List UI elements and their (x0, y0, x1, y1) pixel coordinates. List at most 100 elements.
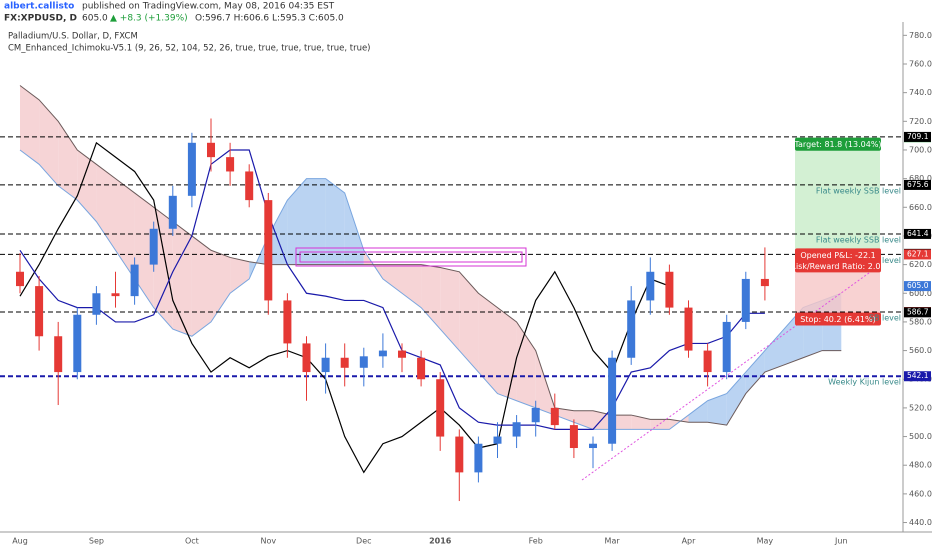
position-label-bg (795, 248, 881, 273)
x-tick-label: Apr (682, 537, 697, 546)
cloud-segment (707, 393, 727, 426)
published: published on TradingView.com, May 08, 20… (82, 2, 335, 12)
candle-body (35, 286, 44, 337)
candle-body (722, 321, 731, 373)
price-label: 675.6 (907, 180, 929, 189)
candle-body (187, 142, 196, 196)
candle-body (398, 350, 406, 358)
x-tick-label: Sep (89, 537, 104, 546)
candle-body (493, 436, 502, 444)
candle-body (321, 357, 330, 373)
candle-body (92, 293, 101, 315)
price-label-bg (904, 307, 931, 318)
cloud-segment (726, 372, 746, 426)
last-price: 605.0 (82, 14, 108, 24)
cloud-segment (39, 99, 59, 186)
cloud-segment (650, 419, 670, 430)
cloud-segment (153, 207, 173, 330)
candle-body (149, 228, 158, 265)
candle-body (627, 300, 636, 358)
y-tick-label: 520.0 (909, 403, 932, 412)
x-tick-label: Aug (12, 537, 28, 546)
cloud-segment (325, 178, 345, 265)
candle-body (608, 357, 617, 444)
cloud-segment (230, 257, 250, 294)
price-label-bg (904, 179, 931, 190)
chikou-line (19, 141, 670, 474)
y-tick-label: 480.0 (909, 461, 932, 470)
chart-title: Palladium/U.S. Dollar, D, FXCM (8, 32, 138, 42)
y-tick-label: 760.0 (909, 59, 932, 68)
candle-body (245, 171, 254, 201)
span-a (19, 149, 842, 430)
indicator: CM_Enhanced_Ichimoku-V5.1 (9, 26, 52, 10… (8, 44, 371, 54)
position-label: Stop: 40.2 (6.41%) (800, 315, 875, 324)
cloud-segment (440, 267, 460, 351)
cloud-segment (77, 149, 97, 222)
candle-body (207, 142, 215, 158)
candle-body (417, 357, 426, 380)
symbol: FX:XPDUSD, D (4, 14, 77, 24)
candle-body (54, 336, 63, 373)
candle-body (130, 264, 139, 297)
cloud-segment (535, 350, 555, 416)
candle-body (512, 422, 521, 437)
cloud-segment (191, 235, 211, 337)
cloud-segment (382, 264, 402, 294)
price-label: 542.1 (907, 371, 929, 380)
change: ▲ +8.3 (+1.39%) (110, 14, 188, 24)
annotation: level (882, 256, 901, 265)
y-tick-label: 780.0 (909, 31, 932, 40)
candle-body (16, 271, 24, 287)
price-label-bg (904, 249, 931, 260)
y-tick-label: 440.0 (909, 518, 932, 527)
cloud-segment (20, 85, 40, 165)
y-tick-label: 620.0 (909, 260, 932, 269)
candle-body (283, 300, 292, 344)
x-tick-label: Dec (356, 537, 371, 546)
cloud-segment (211, 250, 231, 322)
annotation: Flat weekly SSB level (816, 186, 901, 195)
candle-body (741, 278, 750, 322)
cloud-segment (287, 178, 307, 265)
position-label: Opened P&L: -22.1 (800, 251, 875, 260)
y-tick-label: 720.0 (909, 117, 932, 126)
target-zone (795, 137, 880, 255)
candle-body (73, 314, 82, 373)
candle-body (474, 443, 483, 473)
position-label: Target: 81.8 (13.04%) (793, 140, 881, 149)
cloud-segment (344, 192, 364, 265)
cloud-segment (172, 221, 192, 337)
candle-body (302, 343, 311, 373)
annotation: SB level (869, 314, 901, 323)
y-tick-label: 580.0 (909, 317, 932, 326)
candle-body (665, 271, 674, 308)
author[interactable]: albert.callisto (4, 2, 74, 12)
x-tick-label: Oct (185, 537, 199, 546)
candle-body (684, 307, 693, 351)
cloud-segment (268, 200, 288, 265)
cloud-segment (115, 178, 135, 279)
cloud-segment (478, 293, 498, 394)
candle-body (168, 195, 177, 229)
x-tick-label: May (757, 537, 774, 546)
price-label-bg (904, 371, 931, 382)
candle-body (531, 407, 540, 423)
candle-body (111, 293, 120, 297)
position-label-bg (795, 137, 881, 151)
candle-body (569, 425, 578, 449)
x-tick-label: Feb (529, 537, 543, 546)
ohlc: O:596.7 H:606.6 L:595.3 C:605.0 (195, 14, 344, 24)
y-tick-label: 700.0 (909, 145, 932, 154)
y-tick-label: 560.0 (909, 346, 932, 355)
price-label: 641.4 (907, 229, 929, 238)
candle-body (455, 436, 464, 473)
candle-body (359, 356, 368, 368)
position-label: Risk/Reward Ratio: 2.03 (790, 262, 885, 271)
candle-body (760, 278, 769, 287)
cloud-segment (554, 407, 574, 423)
x-tick-label: Mar (605, 537, 621, 546)
price-label: 586.7 (907, 307, 929, 316)
y-tick-label: 680.0 (909, 174, 932, 183)
